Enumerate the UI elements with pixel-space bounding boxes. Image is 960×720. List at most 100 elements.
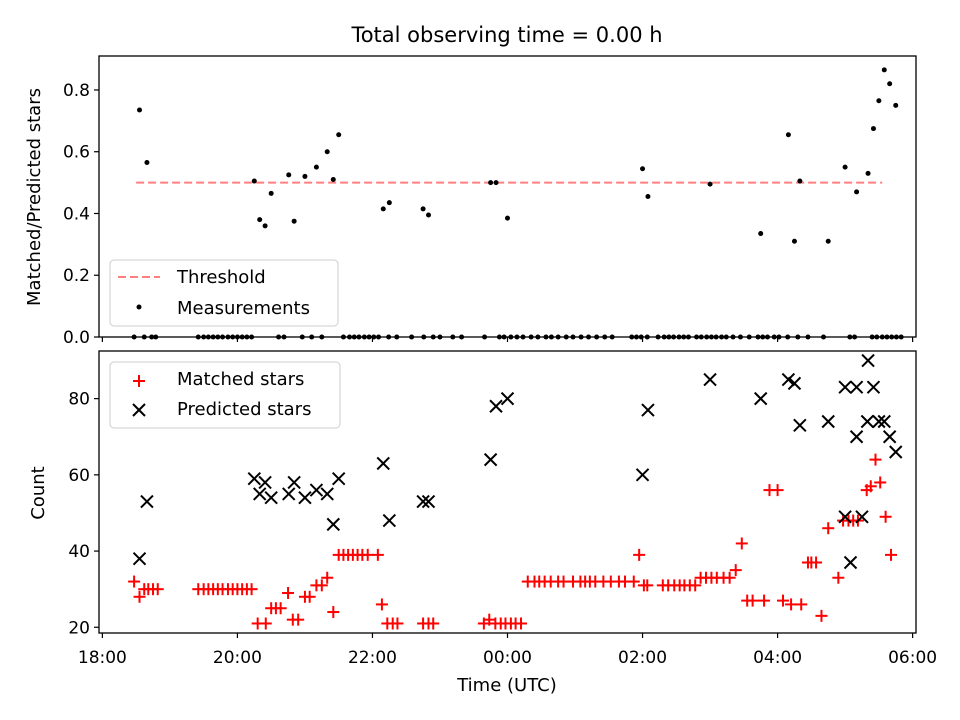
measurement-point — [842, 164, 848, 170]
predicted-star-marker — [849, 380, 864, 394]
bottom-ytick-label: 60 — [68, 466, 90, 486]
measurement-point — [865, 170, 871, 176]
top-ytick-label: 0.8 — [63, 81, 90, 101]
measurement-point — [887, 81, 893, 87]
measurement-point — [881, 67, 887, 73]
bottom-xtick-label: 18:00 — [78, 648, 127, 668]
bottom-yticks: 20 40 60 80 — [68, 390, 99, 638]
matched-star-marker — [627, 575, 640, 588]
measurement-point — [251, 178, 257, 184]
matched-star-marker — [776, 594, 789, 607]
bottom-legend: Matched stars Predicted stars — [109, 361, 341, 429]
predicted-star-marker — [500, 391, 515, 406]
predicted-star-marker — [331, 471, 346, 486]
bottom-xtick-label: 22:00 — [348, 648, 397, 668]
matched-star-marker — [483, 613, 496, 626]
measurement-point — [324, 149, 330, 155]
chart-title: Total observing time = 0.00 h — [350, 23, 662, 47]
bottom-xtick-label: 04:00 — [753, 648, 802, 668]
predicted-star-marker — [787, 376, 802, 391]
matched-star-marker — [292, 613, 305, 626]
legend-matched-label: Matched stars — [177, 369, 304, 390]
top-yticks: 0.0 0.2 0.4 0.6 0.8 — [63, 81, 99, 348]
top-legend-box — [109, 259, 339, 327]
matched-star-marker — [785, 598, 798, 611]
measurement-point — [386, 200, 392, 206]
predicted-star-marker — [843, 555, 858, 570]
matched-star-marker — [375, 598, 388, 611]
legend-threshold-label: Threshold — [176, 267, 266, 288]
matched-star-marker — [427, 617, 440, 630]
matched-star-marker — [729, 564, 742, 577]
top-ytick-label: 0.0 — [63, 328, 90, 348]
predicted-star-marker — [889, 445, 903, 459]
top-panel: 0.00.20.40.60.8 Matched/Predicted stars … — [24, 55, 917, 348]
measurement-point — [640, 166, 646, 172]
top-ylabel: Matched/Predicted stars — [24, 88, 45, 306]
matched-star-marker — [391, 617, 404, 630]
measurement-point — [380, 206, 386, 212]
matched-star-marker — [874, 476, 887, 489]
matched-star-marker — [151, 583, 164, 596]
measurement-point — [876, 98, 882, 104]
matched-star-marker — [735, 537, 748, 550]
matched-star-marker — [885, 548, 898, 561]
top-ytick-label: 0.6 — [63, 143, 90, 163]
predicted-star-marker — [882, 430, 897, 444]
bottom-ylabel: Count — [28, 466, 49, 519]
measurement-point — [302, 173, 308, 179]
matched-star-marker — [315, 579, 328, 592]
matched-star-marker — [515, 617, 528, 630]
predicted-star-marker — [861, 353, 875, 368]
legend-matched-swatch — [133, 375, 145, 387]
measurement-point — [825, 238, 831, 244]
measurement-point — [286, 172, 292, 178]
measurement-point — [137, 107, 143, 113]
predicted-star-marker — [382, 513, 397, 528]
matched-star-marker — [771, 484, 784, 497]
predicted-star-marker — [838, 510, 852, 524]
predicted-star-marker — [252, 487, 267, 501]
predicted-star-marker — [421, 494, 436, 509]
predicted-star-marker — [855, 510, 869, 524]
legend-predicted-label: Predicted stars — [177, 399, 311, 420]
measurement-point — [426, 212, 432, 218]
predicted-star-marker — [483, 452, 498, 467]
matched-star-marker — [282, 586, 295, 599]
measurement-point — [268, 190, 274, 196]
matched-star-marker — [259, 617, 272, 630]
predicted-star-marker — [866, 380, 881, 394]
predicted-star-marker — [872, 414, 886, 429]
bottom-xlabel: Time (UTC) — [456, 675, 557, 696]
measurement-point — [313, 164, 319, 170]
predicted-star-marker — [376, 456, 390, 471]
bottom-panel: 20 40 60 80 18:00 20:00 22:00 00:00 02:00 04:00 0… — [28, 350, 937, 696]
top-ytick-label: 0.2 — [63, 266, 90, 286]
matched-star-marker — [822, 522, 835, 535]
measurement-point — [262, 223, 268, 229]
measurement-point — [854, 189, 860, 195]
top-legend: Threshold Measurements — [109, 259, 339, 327]
measurement-point — [144, 160, 150, 166]
legend-measurements-swatch — [136, 304, 142, 310]
matched-star-marker — [746, 594, 759, 607]
predicted-star-marker — [877, 414, 891, 429]
matched-star-marker — [133, 590, 146, 603]
predicted-star-marker — [635, 468, 650, 482]
top-xticks — [101, 337, 914, 342]
matched-star-marker — [689, 579, 702, 592]
bottom-plot-area — [128, 353, 903, 630]
matched-star-marker — [633, 548, 646, 561]
predicted-star-marker — [489, 399, 503, 413]
measurement-point — [291, 218, 297, 224]
matched-star-marker — [274, 602, 287, 615]
measurement-point — [488, 180, 494, 186]
predicted-star-marker — [416, 494, 430, 509]
predicted-star-marker — [282, 487, 296, 501]
predicted-star-marker — [793, 418, 807, 433]
predicted-star-marker — [287, 475, 301, 490]
predicted-star-marker — [641, 403, 655, 417]
matched-star-marker — [795, 598, 808, 611]
bottom-ytick-label: 80 — [68, 390, 90, 410]
